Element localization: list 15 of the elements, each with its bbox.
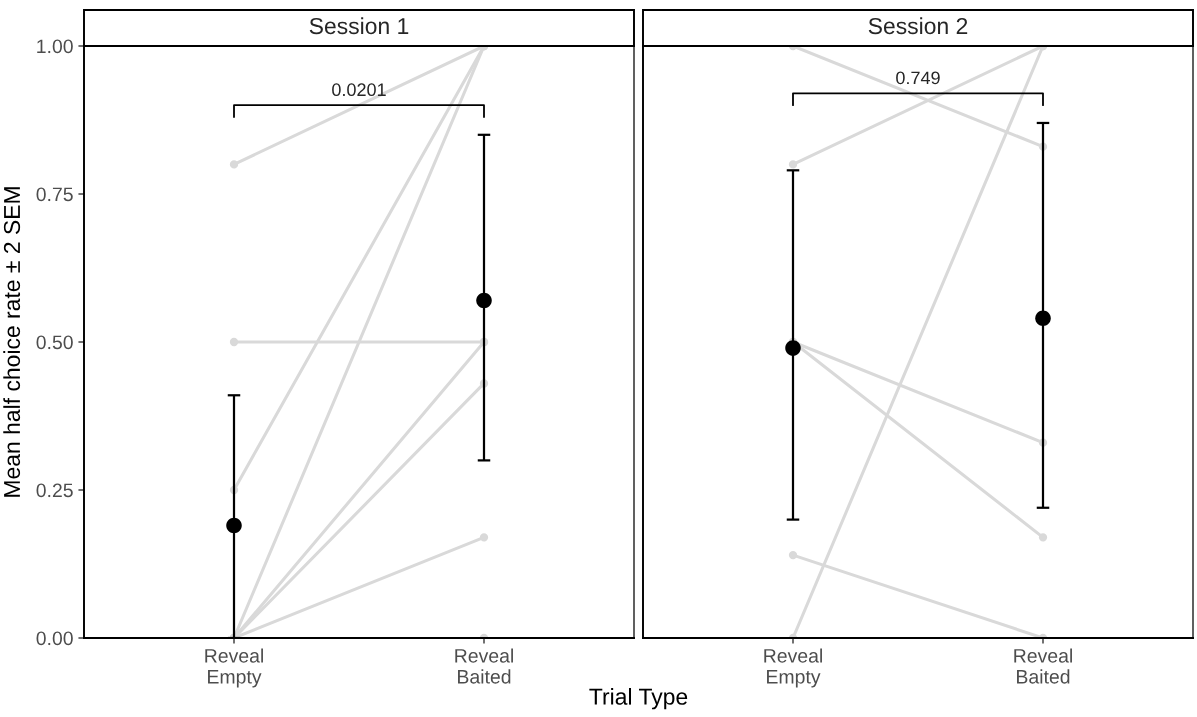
y-tick-label: 0.00 bbox=[36, 631, 73, 646]
x-axis-title: Trial Type bbox=[589, 688, 688, 710]
y-tick-label: 1.00 bbox=[37, 39, 73, 54]
x-tick-label: Reveal Baited bbox=[455, 648, 513, 684]
chart-title: Session 1 bbox=[309, 17, 409, 35]
y-axis-title: Mean half choice rate ± 2 SEM bbox=[3, 187, 21, 497]
annotation: 0.749 bbox=[896, 71, 940, 85]
x-tick-label: Reveal Baited bbox=[1014, 648, 1072, 684]
y-tick-label: 0.75 bbox=[36, 187, 73, 202]
y-tick-label: 0.25 bbox=[36, 483, 73, 498]
x-tick-label: Reveal Empty bbox=[764, 648, 822, 688]
y-tick-label: 0.50 bbox=[36, 335, 73, 350]
x-tick-label: Reveal Empty bbox=[205, 648, 263, 688]
chart-title: Session 2 bbox=[868, 17, 968, 35]
annotation: 0.0201 bbox=[332, 83, 386, 97]
